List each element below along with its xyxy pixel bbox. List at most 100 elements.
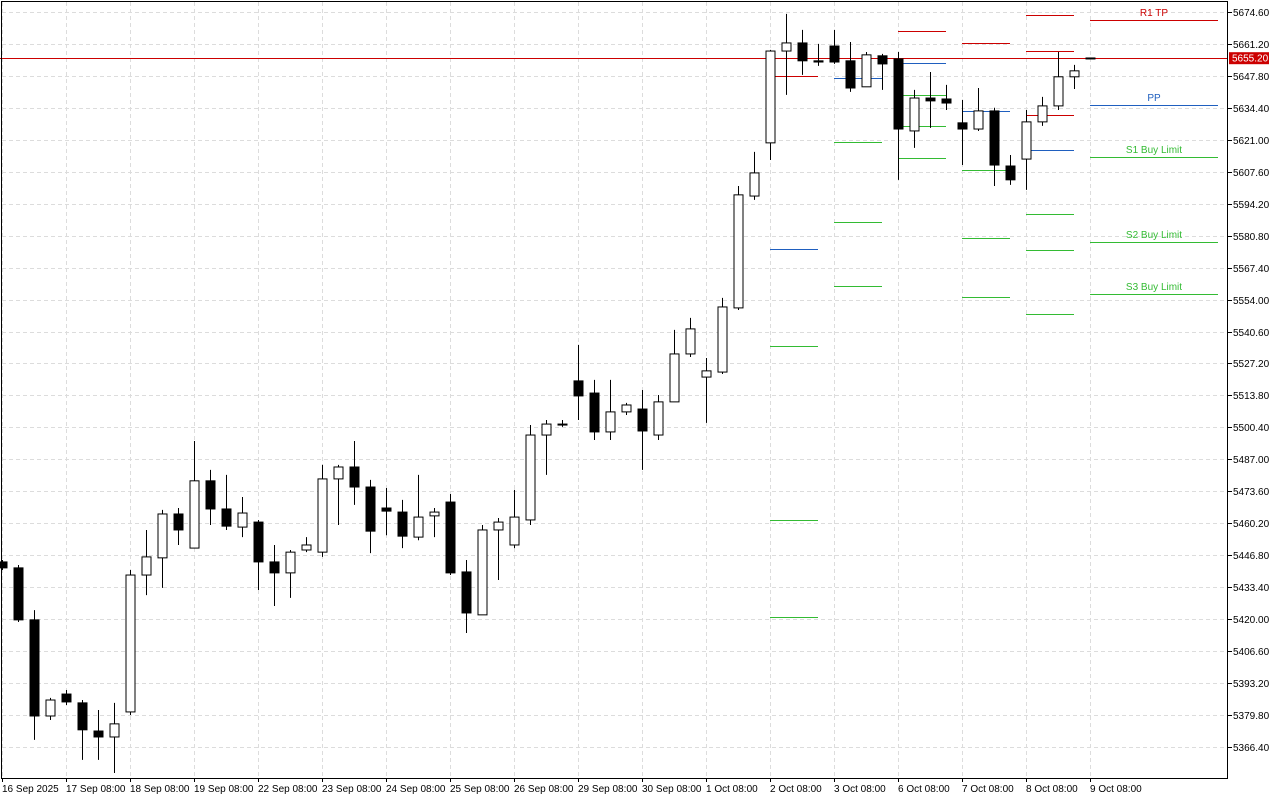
candle-body bbox=[0, 561, 8, 569]
y-tick-label: 5621.00 bbox=[1233, 136, 1270, 147]
candle-body bbox=[157, 513, 168, 559]
candle-body bbox=[205, 480, 216, 510]
candle-body bbox=[365, 486, 376, 532]
last-price-label: 5655.20 bbox=[1232, 54, 1269, 65]
level-label: S2 Buy Limit bbox=[1126, 230, 1182, 241]
x-tick-label: 22 Sep 08:00 bbox=[258, 784, 318, 795]
candle-body bbox=[717, 306, 728, 373]
y-tick-label: 5420.00 bbox=[1233, 615, 1270, 626]
x-tick-label: 9 Oct 08:00 bbox=[1090, 784, 1142, 795]
candle-body bbox=[253, 521, 264, 563]
y-tick-label: 5393.20 bbox=[1233, 679, 1270, 690]
candle-body bbox=[413, 516, 424, 538]
level-label: S3 Buy Limit bbox=[1126, 282, 1182, 293]
x-tick-label: 3 Oct 08:00 bbox=[834, 784, 886, 795]
candle-body bbox=[61, 693, 72, 703]
x-tick-label: 18 Sep 08:00 bbox=[130, 784, 190, 795]
x-tick-label: 8 Oct 08:00 bbox=[1026, 784, 1078, 795]
candle-body bbox=[829, 45, 840, 63]
candle-body bbox=[381, 507, 392, 512]
candle-body bbox=[125, 574, 136, 713]
y-tick-label: 5527.20 bbox=[1233, 359, 1270, 370]
x-tick-label: 2 Oct 08:00 bbox=[770, 784, 822, 795]
candle-body bbox=[1005, 165, 1016, 181]
candle-body bbox=[525, 434, 536, 521]
candle-body bbox=[141, 556, 152, 576]
candle-body bbox=[973, 110, 984, 130]
candle-body bbox=[29, 619, 40, 717]
candle-body bbox=[637, 408, 648, 432]
candle-body bbox=[189, 480, 200, 549]
candle-body bbox=[509, 516, 520, 546]
candle-body bbox=[397, 511, 408, 537]
y-tick-label: 5540.60 bbox=[1233, 328, 1270, 339]
y-tick-label: 5433.40 bbox=[1233, 583, 1270, 594]
candle-body bbox=[1069, 70, 1080, 78]
x-tick-label: 6 Oct 08:00 bbox=[898, 784, 950, 795]
x-tick-label: 23 Sep 08:00 bbox=[322, 784, 382, 795]
candle-body bbox=[557, 423, 568, 426]
candle-body bbox=[733, 194, 744, 309]
candle-body bbox=[445, 501, 456, 574]
candle-body bbox=[301, 544, 312, 551]
x-tick-label: 29 Sep 08:00 bbox=[578, 784, 638, 795]
x-tick-label: 17 Sep 08:00 bbox=[66, 784, 126, 795]
candle-body bbox=[653, 401, 664, 436]
y-tick-label: 5446.80 bbox=[1233, 551, 1270, 562]
candle-body bbox=[317, 478, 328, 553]
candle-body bbox=[429, 511, 440, 517]
candle-body bbox=[957, 122, 968, 130]
x-tick-label: 24 Sep 08:00 bbox=[386, 784, 446, 795]
x-tick-label: 16 Sep 2025 bbox=[2, 784, 59, 795]
y-tick-label: 5460.20 bbox=[1233, 519, 1270, 530]
y-tick-label: 5554.00 bbox=[1233, 296, 1270, 307]
candle-body bbox=[669, 353, 680, 403]
candle-body bbox=[1085, 57, 1096, 60]
y-tick-label: 5473.60 bbox=[1233, 487, 1270, 498]
candle-body bbox=[461, 571, 472, 614]
candle-body bbox=[621, 404, 632, 413]
candle-body bbox=[909, 97, 920, 132]
candle-body bbox=[893, 58, 904, 130]
y-tick-label: 5580.80 bbox=[1233, 232, 1270, 243]
candle-body bbox=[781, 42, 792, 52]
y-tick-label: 5647.80 bbox=[1233, 72, 1270, 83]
candle-body bbox=[877, 55, 888, 65]
candle-body bbox=[477, 529, 488, 616]
candle-body bbox=[285, 551, 296, 574]
y-tick-label: 5366.40 bbox=[1233, 743, 1270, 754]
y-tick-label: 5487.00 bbox=[1233, 455, 1270, 466]
last-price-box bbox=[1229, 52, 1269, 65]
candle-body bbox=[925, 97, 936, 102]
x-tick-label: 30 Sep 08:00 bbox=[642, 784, 702, 795]
y-tick-label: 5567.40 bbox=[1233, 264, 1270, 275]
y-tick-label: 5607.60 bbox=[1233, 168, 1270, 179]
candle-body bbox=[237, 512, 248, 528]
x-tick-label: 25 Sep 08:00 bbox=[450, 784, 510, 795]
candle-body bbox=[765, 50, 776, 144]
candle-body bbox=[173, 513, 184, 531]
candle-body bbox=[573, 380, 584, 397]
candles bbox=[0, 13, 1096, 773]
candle-body bbox=[541, 423, 552, 436]
candle-body bbox=[941, 98, 952, 104]
candle-body bbox=[749, 172, 760, 197]
candle-body bbox=[221, 508, 232, 527]
candle-body bbox=[493, 521, 504, 531]
candle-body bbox=[861, 54, 872, 88]
candle-body bbox=[269, 561, 280, 574]
x-tick-label: 19 Sep 08:00 bbox=[194, 784, 254, 795]
levels: R1 TP PP S1 Buy Limit S2 Buy Limit S3 Buy Li… bbox=[0, 8, 1228, 618]
candle-body bbox=[93, 730, 104, 738]
y-tick-label: 5379.80 bbox=[1233, 711, 1270, 722]
candle-body bbox=[1037, 105, 1048, 123]
level-label: S1 Buy Limit bbox=[1126, 145, 1182, 156]
candle-body bbox=[333, 466, 344, 480]
x-tick-label: 1 Oct 08:00 bbox=[706, 784, 758, 795]
x-tick-label: 7 Oct 08:00 bbox=[962, 784, 1014, 795]
candle-body bbox=[685, 328, 696, 355]
y-tick-label: 5500.40 bbox=[1233, 423, 1270, 434]
candle-body bbox=[13, 567, 24, 621]
